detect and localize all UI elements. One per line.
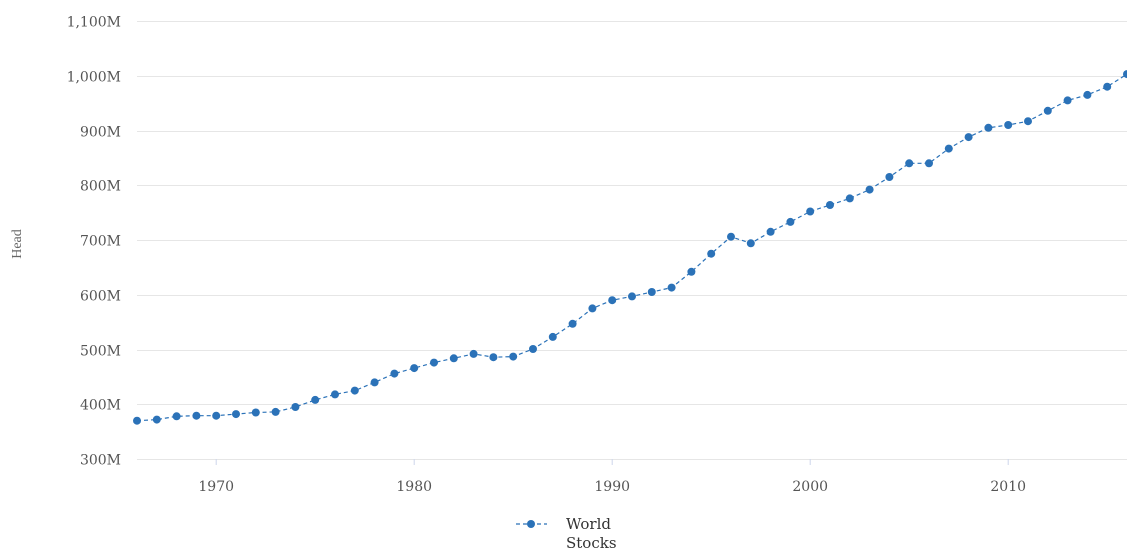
data-point[interactable] bbox=[548, 332, 557, 341]
data-point[interactable] bbox=[845, 194, 854, 203]
data-point[interactable] bbox=[647, 288, 656, 296]
legend-label-line1: World bbox=[566, 515, 611, 533]
data-point[interactable] bbox=[1063, 96, 1072, 105]
data-point[interactable] bbox=[1024, 117, 1032, 126]
data-point[interactable] bbox=[410, 364, 419, 373]
series-line bbox=[136, 73, 1127, 422]
data-point[interactable] bbox=[449, 354, 458, 363]
data-point[interactable] bbox=[766, 227, 775, 236]
data-point[interactable] bbox=[172, 412, 181, 421]
data-point[interactable] bbox=[1004, 121, 1013, 129]
data-point[interactable] bbox=[964, 133, 973, 142]
data-point[interactable] bbox=[152, 415, 161, 424]
data-point[interactable] bbox=[707, 249, 716, 258]
y-axis-title: Head bbox=[10, 229, 25, 259]
data-point[interactable] bbox=[826, 201, 834, 209]
x-tick-label: 1980 bbox=[396, 479, 432, 495]
y-tick-label: 600M bbox=[80, 289, 121, 305]
y-tick-label: 700M bbox=[80, 234, 121, 250]
data-point[interactable] bbox=[370, 378, 379, 387]
data-point[interactable] bbox=[568, 319, 577, 328]
data-point[interactable] bbox=[1043, 106, 1052, 115]
data-point[interactable] bbox=[251, 408, 260, 417]
legend-marker-swatch bbox=[527, 520, 535, 528]
data-point[interactable] bbox=[806, 207, 815, 216]
y-tick-label: 1,000M bbox=[67, 70, 121, 86]
data-point[interactable] bbox=[885, 173, 894, 181]
data-point[interactable] bbox=[905, 159, 914, 168]
data-point[interactable] bbox=[925, 159, 933, 168]
data-point[interactable] bbox=[192, 411, 201, 420]
y-axis-tick-labels: 300M 400M 500M 600M 700M 800M 900M 1,000M 1,100M bbox=[67, 15, 121, 469]
data-point[interactable] bbox=[608, 296, 617, 305]
data-point[interactable] bbox=[687, 267, 696, 276]
y-tick-label: 400M bbox=[80, 398, 121, 414]
data-point[interactable] bbox=[469, 349, 478, 358]
data-point[interactable] bbox=[667, 283, 676, 292]
data-point[interactable] bbox=[271, 407, 280, 416]
data-point[interactable] bbox=[311, 395, 320, 404]
legend-label-line2: Stocks bbox=[566, 534, 617, 552]
data-point[interactable] bbox=[529, 345, 537, 353]
x-tick-label: 2010 bbox=[990, 479, 1026, 495]
y-tick-label: 900M bbox=[80, 125, 121, 141]
data-point[interactable] bbox=[212, 411, 221, 420]
data-point[interactable] bbox=[232, 410, 240, 419]
legend[interactable]: World Stocks bbox=[516, 515, 617, 552]
data-point[interactable] bbox=[1103, 82, 1112, 91]
data-point[interactable] bbox=[489, 353, 498, 362]
x-tick-label: 1990 bbox=[594, 479, 630, 495]
data-point[interactable] bbox=[944, 144, 953, 153]
data-point[interactable] bbox=[390, 369, 399, 378]
data-point[interactable] bbox=[509, 352, 518, 361]
data-point[interactable] bbox=[430, 358, 438, 367]
x-tick-label: 1970 bbox=[198, 479, 234, 495]
data-point[interactable] bbox=[291, 403, 300, 411]
data-point[interactable] bbox=[1123, 70, 1127, 79]
data-point[interactable] bbox=[331, 390, 339, 399]
gridlines bbox=[137, 21, 1127, 460]
data-point[interactable] bbox=[865, 185, 874, 194]
y-tick-label: 800M bbox=[80, 179, 121, 195]
data-point[interactable] bbox=[1083, 90, 1092, 99]
data-point[interactable] bbox=[984, 123, 993, 132]
data-point[interactable] bbox=[133, 416, 141, 425]
x-axis-tick-labels: 1970 1980 1990 2000 2010 bbox=[198, 459, 1026, 495]
data-point[interactable] bbox=[628, 292, 636, 301]
data-point[interactable] bbox=[786, 217, 795, 226]
y-tick-label: 500M bbox=[80, 344, 121, 360]
data-point[interactable] bbox=[727, 232, 735, 241]
data-point[interactable] bbox=[746, 239, 755, 248]
y-tick-label: 300M bbox=[80, 453, 121, 469]
x-tick-label: 2000 bbox=[792, 479, 828, 495]
data-point[interactable] bbox=[588, 304, 597, 313]
series-world-stocks bbox=[133, 70, 1127, 425]
y-tick-label: 1,100M bbox=[67, 15, 121, 31]
data-point[interactable] bbox=[350, 386, 359, 395]
